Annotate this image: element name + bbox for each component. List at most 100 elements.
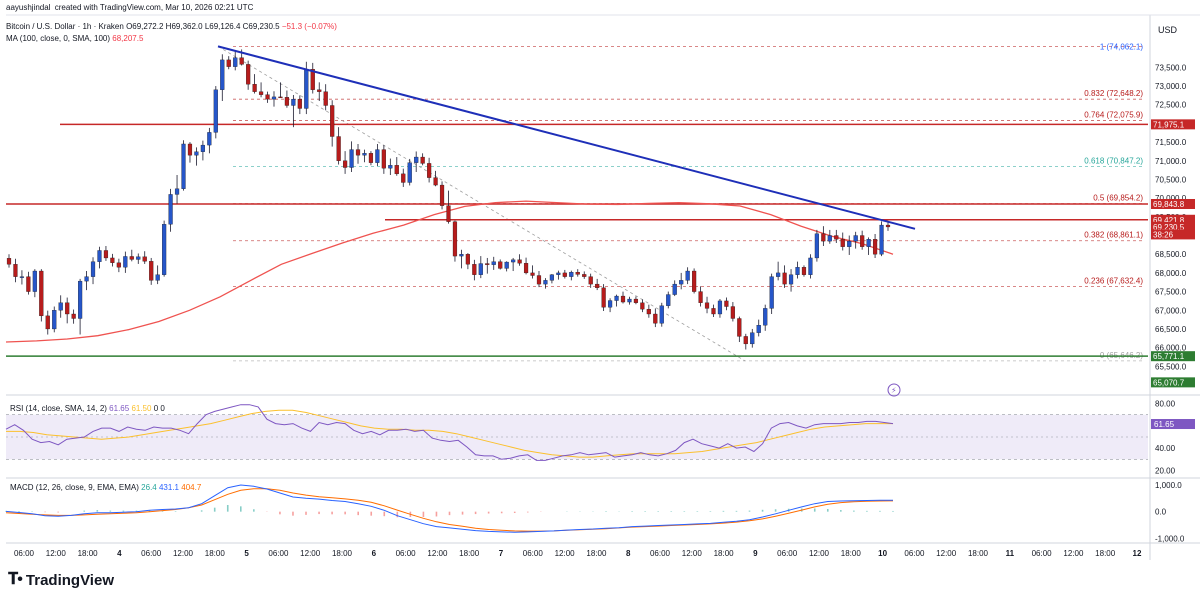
ohlc-low: L69,126.4 — [204, 22, 241, 31]
fib-level-label: 0.5 (69,854.2) — [1093, 194, 1143, 203]
candle-body — [233, 57, 238, 67]
x-axis-label: 18:00 — [714, 549, 735, 558]
price-badge — [1151, 351, 1195, 362]
created-text: created with TradingView.com, Mar 10, 20… — [54, 3, 254, 12]
candle-body — [536, 275, 542, 285]
x-axis-label: 12:00 — [682, 549, 703, 558]
symbol-name[interactable]: Bitcoin / U.S. Dollar · 1h · Kraken — [6, 22, 124, 31]
x-axis-label: 12:00 — [809, 549, 830, 558]
x-axis-label: 12:00 — [300, 549, 321, 558]
candle-body — [246, 64, 251, 85]
x-axis-label: 18:00 — [332, 549, 353, 558]
macd-label-text: MACD (12, 26, close, 9, EMA, EMA) — [10, 483, 139, 492]
x-axis-label: 5 — [244, 549, 249, 558]
macd-line — [5, 484, 893, 533]
candle-body — [110, 257, 115, 263]
candle-body — [155, 274, 160, 281]
candle-body — [498, 261, 503, 269]
candle-body — [879, 224, 884, 255]
macd-legend[interactable]: MACD (12, 26, close, 9, EMA, EMA) 26.4 4… — [10, 483, 201, 492]
candle-body — [737, 318, 742, 337]
candle-body — [860, 235, 865, 247]
candle-body — [19, 276, 25, 278]
price-badge-label: 69,421.8 — [1153, 216, 1185, 225]
candle-body — [52, 310, 57, 330]
x-axis-label: 06:00 — [777, 549, 798, 558]
x-axis-label: 12:00 — [173, 549, 194, 558]
price-tick-label: 67,000.0 — [1155, 306, 1187, 315]
candle-body — [284, 97, 290, 106]
rsi-legend[interactable]: RSI (14, close, SMA, 14, 2) 61.65 61.50 … — [10, 404, 165, 413]
x-axis-label: 06:00 — [268, 549, 289, 558]
candle-body — [666, 294, 671, 306]
candle-body — [446, 205, 451, 222]
candle-body — [640, 302, 645, 310]
candle-body — [142, 256, 147, 262]
candle-body — [569, 271, 574, 277]
x-axis-label: 06:00 — [650, 549, 671, 558]
x-axis-label: 18:00 — [841, 549, 862, 558]
candle-body — [872, 239, 878, 255]
candle-body — [717, 300, 723, 315]
candle-body — [575, 271, 580, 275]
candle-body — [821, 233, 826, 242]
rsi-value-badge-label: 61.65 — [1154, 420, 1175, 429]
candle-body — [58, 302, 63, 311]
candle-body — [368, 153, 374, 163]
price-badge — [1151, 221, 1195, 232]
ma-legend[interactable]: MA (100, close, 0, SMA, 100) 68,207.5 — [6, 34, 143, 43]
candle-body — [420, 156, 425, 164]
x-axis-label: 18:00 — [205, 549, 226, 558]
candle-body — [530, 272, 535, 276]
candle-body — [834, 235, 839, 240]
candle-body — [679, 280, 684, 285]
candle-body — [672, 283, 677, 295]
x-axis-label: 8 — [626, 549, 631, 558]
candle-body — [310, 69, 315, 90]
candle-body — [866, 239, 871, 247]
price-badge-label: 38:26 — [1153, 230, 1174, 239]
candle-body — [556, 272, 561, 275]
candle-body — [756, 325, 761, 333]
candle-body — [355, 149, 361, 156]
candle-body — [129, 256, 134, 260]
price-tick-label: 65,500.0 — [1155, 362, 1187, 371]
candle-body — [814, 233, 819, 259]
x-axis-label: 18:00 — [78, 549, 99, 558]
x-axis-label: 18:00 — [586, 549, 607, 558]
attribution-bar: aayushjindal created with TradingView.co… — [6, 3, 255, 12]
candle-body — [698, 291, 703, 303]
x-axis-label: 06:00 — [14, 549, 35, 558]
candle-body — [472, 264, 477, 275]
candle-body — [323, 91, 328, 106]
candle-body — [271, 96, 277, 100]
candle-body — [653, 313, 658, 324]
candle-body — [478, 263, 483, 275]
candle-body — [562, 272, 567, 277]
rsi-line — [5, 404, 894, 461]
candle-body — [452, 221, 458, 257]
author-name: aayushjindal — [6, 3, 51, 12]
tradingview-logo[interactable]: 𝐓• TradingView — [8, 571, 114, 589]
rsi-label-text: RSI (14, close, SMA, 14, 2) — [10, 404, 107, 413]
x-axis-label: 12:00 — [936, 549, 957, 558]
x-axis-label: 4 — [117, 549, 122, 558]
candle-body — [168, 194, 173, 225]
x-axis-label: 12:00 — [427, 549, 448, 558]
candle-body — [776, 272, 781, 277]
candle-body — [582, 274, 587, 277]
ohlc-open: O69,272.2 — [126, 22, 164, 31]
symbol-info-line: Bitcoin / U.S. Dollar · 1h · Kraken O69,… — [6, 22, 337, 31]
price-badge — [1151, 214, 1195, 225]
rsi-value-badge — [1151, 419, 1195, 430]
candle-body — [349, 149, 354, 168]
candle-body — [433, 177, 438, 186]
candle-body — [220, 59, 225, 90]
candle-body — [620, 295, 626, 303]
price-tick-label: 73,500.0 — [1155, 63, 1187, 72]
candle-body — [116, 262, 121, 268]
ma-value: 68,207.5 — [112, 34, 144, 43]
fib-level-label: 0.618 (70,847.2) — [1084, 156, 1143, 165]
macd-signal-value: 404.7 — [181, 483, 202, 492]
